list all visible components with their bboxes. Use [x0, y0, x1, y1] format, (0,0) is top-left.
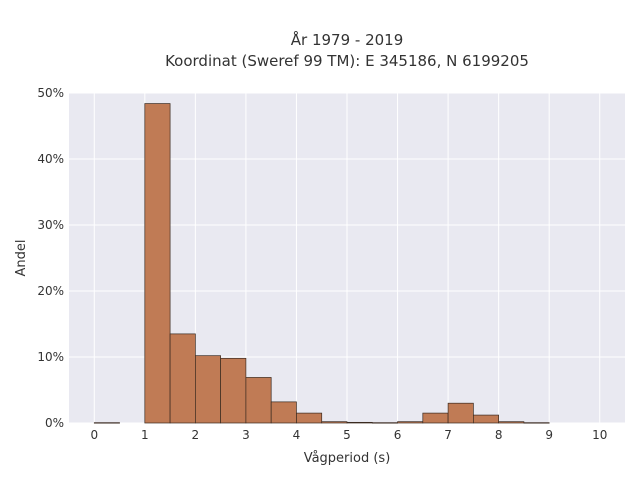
histogram-bar [523, 422, 550, 424]
x-tick-label: 6 [394, 428, 402, 442]
x-tick-label: 0 [90, 428, 98, 442]
histogram-bar [397, 421, 424, 424]
x-tick-label: 8 [495, 428, 503, 442]
y-tick-label: 10% [37, 350, 64, 364]
histogram-bar [296, 412, 323, 424]
histogram-bar [473, 414, 499, 424]
x-tick-label: 10 [592, 428, 607, 442]
y-tick-label: 40% [37, 152, 64, 166]
x-axis-label: Vågperiod (s) [304, 451, 391, 466]
x-tick-label: 7 [444, 428, 452, 442]
histogram-bar [346, 421, 373, 424]
x-tick-label: 3 [242, 428, 250, 442]
chart-title-line-2: Koordinat (Sweref 99 TM): E 345186, N 61… [165, 52, 529, 70]
x-tick-label: 1 [141, 428, 149, 442]
y-tick-label: 50% [37, 86, 64, 100]
y-tick-label: 0% [45, 416, 64, 430]
x-tick-label: 2 [192, 428, 200, 442]
histogram-bar [220, 357, 247, 424]
histogram-bar [498, 421, 525, 424]
histogram-bar [321, 421, 348, 424]
x-tick-labels: 0 1 2 3 4 5 6 7 8 9 10 [90, 428, 607, 442]
histogram-bar [144, 103, 171, 424]
x-tick-label: 5 [343, 428, 351, 442]
histogram-bar [93, 422, 120, 424]
y-tick-labels: 0% 10% 20% 30% 40% 50% [37, 86, 64, 430]
histogram-bar [195, 355, 221, 424]
histogram-bar [371, 422, 398, 424]
histogram-bar [169, 333, 196, 424]
x-tick-label: 9 [545, 428, 553, 442]
bars [93, 103, 550, 424]
histogram-bar [447, 402, 474, 424]
y-tick-label: 30% [37, 218, 64, 232]
y-tick-label: 20% [37, 284, 64, 298]
histogram-bar [422, 412, 449, 424]
y-axis-label: Andel [14, 240, 29, 277]
histogram-bar [270, 401, 297, 424]
histogram-bar [245, 377, 272, 424]
chart-title-line-1: År 1979 - 2019 [291, 30, 404, 49]
x-tick-label: 4 [293, 428, 301, 442]
